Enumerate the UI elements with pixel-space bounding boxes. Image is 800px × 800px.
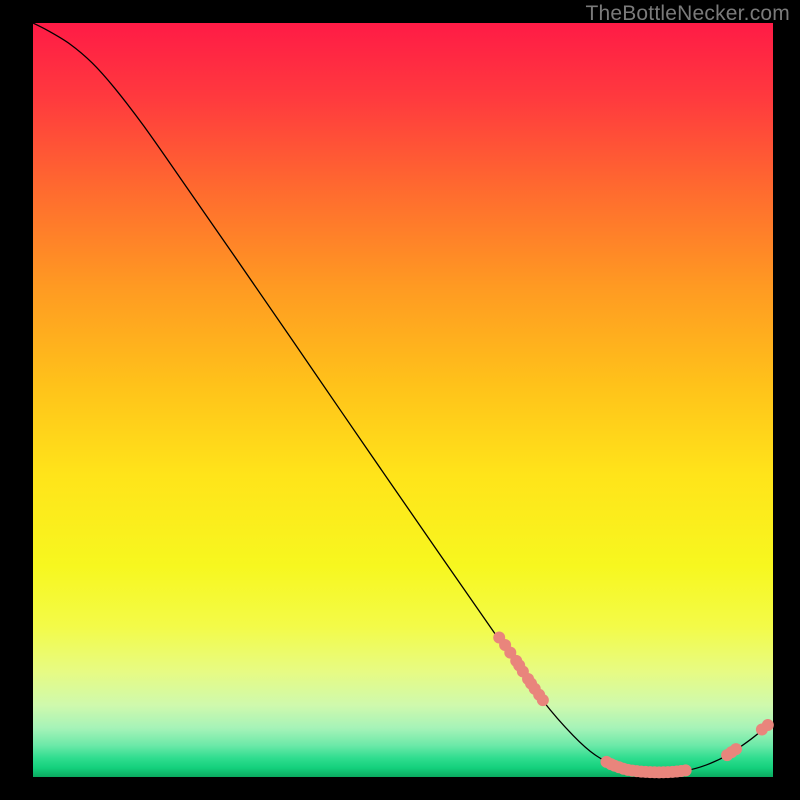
data-marker — [537, 694, 549, 706]
data-marker — [762, 719, 774, 731]
data-marker — [680, 764, 692, 776]
watermark-text: TheBottleNecker.com — [585, 2, 790, 26]
chart-stage: TheBottleNecker.com — [0, 0, 800, 800]
plot-background — [33, 23, 773, 777]
data-marker — [730, 743, 742, 755]
chart-svg — [0, 0, 800, 800]
